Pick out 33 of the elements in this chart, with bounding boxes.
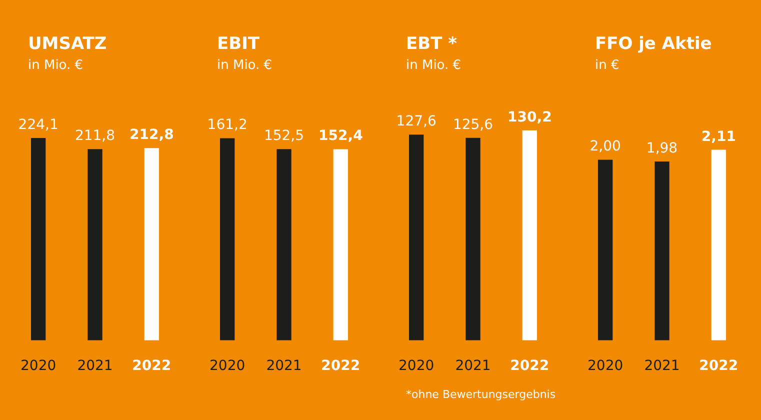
text: *ohne Bewertungsergebnis: [406, 388, 556, 401]
chart-subtitle: in Mio. €: [28, 58, 84, 73]
x-tick-label: 2021: [77, 358, 113, 374]
chart-title: UMSATZ: [28, 34, 107, 54]
x-tick-label: 2020: [210, 358, 246, 374]
x-tick-label: 2020: [588, 358, 624, 374]
chart-title: EBIT: [217, 34, 260, 54]
data-label: 211,8: [74, 128, 116, 144]
x-tick-label: 2022: [510, 358, 550, 374]
data-label: 212,8: [130, 127, 174, 144]
data-label: 161,2: [207, 117, 248, 134]
chart-subtitle: in €: [595, 58, 620, 73]
x-tick-label: 2022: [132, 358, 172, 374]
x-tick-label: 2022: [699, 358, 738, 374]
chart-title: EBT *: [406, 34, 457, 54]
data-label: 152,4: [318, 128, 364, 144]
data-label: 127,6: [396, 114, 436, 130]
x-tick-label: 2022: [321, 358, 360, 374]
data-label: 125,6: [452, 116, 494, 133]
x-tick-label: 2020: [398, 358, 434, 374]
data-label: 2,00: [590, 138, 621, 155]
data-label: 2,11: [701, 128, 736, 145]
x-tick-label: 2021: [266, 358, 302, 374]
data-label: 130,2: [508, 109, 552, 126]
chart-title: FFO je Aktie: [595, 34, 712, 54]
data-label: 224,1: [18, 116, 58, 133]
data-label: 1,98: [646, 140, 678, 156]
x-tick-label: 2021: [455, 358, 491, 374]
chart-subtitle: in Mio. €: [217, 58, 272, 73]
x-tick-label: 2020: [20, 358, 56, 374]
x-tick-label: 2021: [644, 358, 680, 374]
data-label: 152,5: [264, 128, 304, 144]
chart-subtitle: in Mio. €: [406, 58, 462, 73]
